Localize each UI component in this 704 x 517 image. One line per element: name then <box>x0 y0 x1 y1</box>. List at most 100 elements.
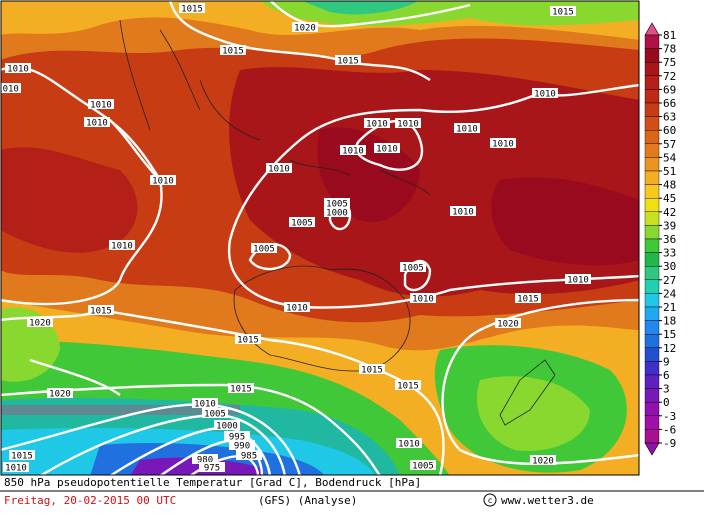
colorbar-band <box>644 334 660 349</box>
colorbar-tick-label: 36 <box>663 233 676 246</box>
isobar-label-box <box>410 293 436 303</box>
isobar-label: 1000 <box>216 422 238 432</box>
isobar-label: 1010 <box>268 165 290 175</box>
isobar-label: 1015 <box>397 382 419 392</box>
isobar-label-box <box>395 380 421 390</box>
colorbar-band <box>644 75 660 90</box>
isobar-label: 990 <box>234 442 250 452</box>
isobar-label-box <box>150 175 176 185</box>
colorbar-tick-label: 45 <box>663 192 676 205</box>
isobar-label: 1020 <box>29 319 51 329</box>
isobar-label: 1015 <box>222 47 244 57</box>
isobar-label-box <box>515 293 541 303</box>
isobar-label: 1010 <box>456 125 478 135</box>
isobar-label: 1010 <box>5 464 27 474</box>
colorbar-tick-label: 66 <box>663 97 676 110</box>
isobar-label: 1010 <box>398 440 420 450</box>
isobar-label-box <box>228 383 254 393</box>
colorbar-band <box>644 197 660 212</box>
colorbar-tick-label: -9 <box>663 437 676 450</box>
isobar-label-box <box>202 408 228 418</box>
colorbar-tick-label: 81 <box>663 29 676 42</box>
isobar-label: 1010 <box>7 65 29 75</box>
colorbar-tick-label: 42 <box>663 206 676 219</box>
colorbar-tick-label: 21 <box>663 301 676 314</box>
isobar-label: 1020 <box>497 320 519 330</box>
isobar-label-box <box>335 55 361 65</box>
colorbar: 8178757269666360575451484542393633302724… <box>644 22 677 456</box>
isobar-label: 1015 <box>90 307 112 317</box>
colorbar-tick-label: 0 <box>663 396 670 409</box>
isobar-label: 1010 <box>286 304 308 314</box>
isobar-label-box <box>251 243 277 253</box>
colorbar-tick-label: 18 <box>663 315 676 328</box>
isobar-label: 1010 <box>342 147 364 157</box>
map-field: 1015 1020 1015 1015 1015 1010 1010 1010 1010 1010… <box>1 1 639 475</box>
isobar-label-box <box>229 440 255 450</box>
isobar-label: 1010 <box>534 90 556 100</box>
isobar-label-box <box>395 118 421 128</box>
isobar-label: 1005 <box>326 200 348 210</box>
colorbar-band <box>644 306 660 321</box>
colorbar-tick-label: 33 <box>663 247 676 260</box>
isobar-label-box <box>292 22 318 32</box>
isobar-label-box <box>359 364 385 374</box>
colorbar-tick-label: 72 <box>663 70 676 83</box>
colorbar-band <box>644 157 660 172</box>
colorbar-band <box>644 116 660 131</box>
colorbar-tick-label: 12 <box>663 342 676 355</box>
colorbar-tick-label: 57 <box>663 138 676 151</box>
isobar-label-box <box>495 318 521 328</box>
isobar-label-box <box>450 206 476 216</box>
colorbar-tick-label: 39 <box>663 219 676 232</box>
isobar-label: 980 <box>197 456 213 466</box>
colorbar-band <box>644 143 660 158</box>
isobar-label-box <box>84 117 110 127</box>
isobar-label-box <box>565 274 591 284</box>
isobar-label-box <box>396 438 422 448</box>
isobar-label-box <box>284 302 310 312</box>
colorbar-band <box>644 34 660 49</box>
isobar-label-box <box>27 317 53 327</box>
colorbar-tick-label: 63 <box>663 111 676 124</box>
isobar-label-box <box>192 398 218 408</box>
isobar-label: 1015 <box>337 57 359 67</box>
isobar-label-box <box>266 163 292 173</box>
isobar-label-box <box>192 454 218 464</box>
isobar-label-box <box>374 143 400 153</box>
map-frame <box>0 0 640 476</box>
isobar-label: 1005 <box>253 245 275 255</box>
colorbar-band <box>644 415 660 430</box>
isobar-label: 1015 <box>230 385 252 395</box>
isobar-label: 975 <box>204 464 220 474</box>
colorbar-tick-label: 30 <box>663 260 676 273</box>
isobar-label: 1010 <box>90 101 112 111</box>
isobar-label: 985 <box>241 452 257 462</box>
colorbar-top-arrow <box>644 22 660 36</box>
isobar-label-box <box>5 63 31 73</box>
isobar-label: 995 <box>229 433 245 443</box>
isobar-label: 1010 <box>397 120 419 130</box>
colorbar-band <box>644 102 660 117</box>
isobar-label-box <box>3 462 29 472</box>
caption-model: (GFS) (Analyse) <box>258 494 357 507</box>
isobar-label-box <box>109 240 135 250</box>
copyright-icon <box>483 493 497 507</box>
isobar-label: 1020 <box>49 390 71 400</box>
isobar-label-box <box>550 6 576 16</box>
isobar-label: 1010 <box>86 119 108 129</box>
isobar-label-box <box>490 138 516 148</box>
colorbar-tick-label: 48 <box>663 179 676 192</box>
colorbar-band <box>644 48 660 63</box>
copyright-c: c <box>488 496 493 505</box>
colorbar-tick-label: 15 <box>663 328 676 341</box>
isobar-label: 1015 <box>181 5 203 15</box>
isobar-label: 1000 <box>326 209 348 219</box>
caption-source: www.wetter3.de <box>501 494 594 507</box>
isobar-label: 1005 <box>402 264 424 274</box>
colorbar-band <box>644 361 660 376</box>
isobar-label: 1010 <box>111 242 133 252</box>
coastlines <box>119 19 556 426</box>
colorbar-band <box>644 266 660 281</box>
